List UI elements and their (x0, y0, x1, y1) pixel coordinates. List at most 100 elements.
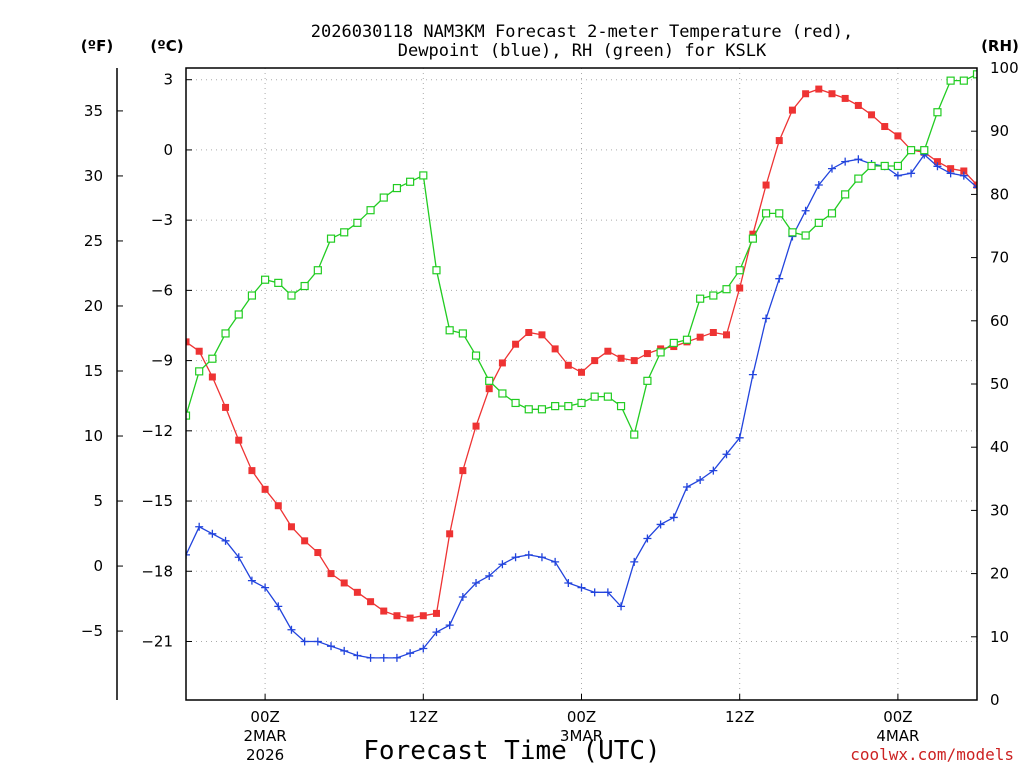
data-point (881, 123, 889, 131)
data-point (973, 183, 977, 192)
data-point (946, 169, 955, 178)
data-point (314, 549, 322, 557)
celsius-tick-label: 3 (163, 71, 173, 89)
data-point (511, 553, 520, 562)
data-point (906, 146, 916, 155)
data-point (287, 291, 296, 300)
data-point (828, 90, 836, 98)
series-relative-humidity (186, 70, 977, 439)
rh-tick-label: 50 (990, 375, 1009, 393)
data-point (186, 338, 190, 346)
data-point (748, 234, 757, 243)
data-point (419, 171, 428, 180)
data-point (947, 165, 955, 173)
data-point (300, 281, 309, 291)
data-point (604, 347, 612, 355)
data-point (340, 646, 349, 655)
data-point (313, 266, 322, 275)
data-point (300, 637, 309, 646)
data-point (221, 536, 230, 545)
data-point (261, 485, 269, 493)
data-point (748, 370, 757, 379)
data-point (920, 146, 929, 155)
data-point (445, 621, 454, 630)
rh-tick-label: 0 (990, 691, 1000, 709)
data-point (353, 588, 361, 596)
data-point (630, 557, 639, 566)
data-point (709, 329, 717, 337)
data-point (406, 177, 415, 186)
time-tick-year: 2026 (246, 746, 284, 764)
fahrenheit-axis: 35 30 25 20 15 10 5 0 −5 (81, 68, 123, 700)
series-dewpoint (186, 150, 977, 662)
rh-tick-label: 60 (990, 312, 1009, 330)
data-point (880, 161, 889, 171)
data-point (682, 335, 692, 344)
data-point (485, 385, 493, 393)
data-point (815, 85, 823, 93)
data-point (762, 181, 770, 189)
fahrenheit-tick-label: 10 (84, 427, 103, 445)
data-point (459, 467, 467, 475)
rh-tick-label: 30 (990, 501, 1009, 519)
data-point (590, 588, 599, 597)
series-layer (186, 70, 977, 662)
data-point (867, 161, 876, 171)
data-point (432, 266, 441, 275)
data-point (301, 537, 309, 545)
celsius-tick-label: −12 (141, 422, 173, 440)
data-point (603, 588, 612, 597)
celsius-tick-label: −15 (141, 492, 173, 510)
data-point (643, 350, 651, 358)
data-point (380, 607, 388, 615)
data-point (406, 614, 414, 622)
rh-tick-label: 80 (990, 185, 1009, 203)
data-point (696, 294, 705, 303)
data-point (617, 354, 625, 362)
data-point (827, 164, 836, 173)
data-point (234, 310, 243, 319)
fahrenheit-tick-label: 30 (84, 167, 103, 185)
data-point (274, 502, 282, 510)
data-point (959, 171, 968, 180)
data-point (445, 326, 454, 335)
data-point (775, 274, 784, 283)
data-point (801, 231, 810, 240)
data-point (186, 411, 191, 420)
data-point (248, 467, 256, 475)
time-tick-label: 00Z (883, 708, 912, 726)
fahrenheit-tick-label: −5 (81, 622, 103, 640)
data-point (802, 90, 810, 98)
data-point (775, 209, 784, 218)
data-point (327, 642, 336, 651)
rh-tick-label: 100 (990, 59, 1019, 77)
data-point (564, 578, 573, 587)
chart-title-line-2: Dewpoint (blue), RH (green) for KSLK (398, 41, 767, 61)
data-point (762, 314, 771, 323)
fahrenheit-tick-label: 20 (84, 297, 103, 315)
data-point (287, 523, 295, 531)
rh-unit-label: (RH) (981, 37, 1019, 55)
data-point (392, 653, 401, 662)
data-point (247, 576, 256, 585)
data-point (406, 649, 415, 658)
data-point (366, 206, 375, 215)
data-point (801, 206, 810, 215)
data-point (261, 583, 270, 592)
data-point (393, 612, 401, 620)
gridlines (186, 68, 977, 700)
data-point (274, 602, 283, 611)
data-point (827, 209, 837, 218)
celsius-tick-label: −3 (151, 211, 173, 229)
data-point (775, 137, 783, 145)
data-point (723, 331, 731, 339)
data-point (617, 602, 626, 611)
data-point (788, 106, 796, 114)
fahrenheit-tick-label: 25 (84, 232, 103, 250)
data-point (471, 351, 481, 360)
data-point (247, 291, 257, 300)
time-tick-date: 3MAR (560, 727, 603, 745)
data-point (960, 167, 968, 175)
data-point (472, 578, 481, 587)
time-tick-label: 12Z (409, 708, 438, 726)
